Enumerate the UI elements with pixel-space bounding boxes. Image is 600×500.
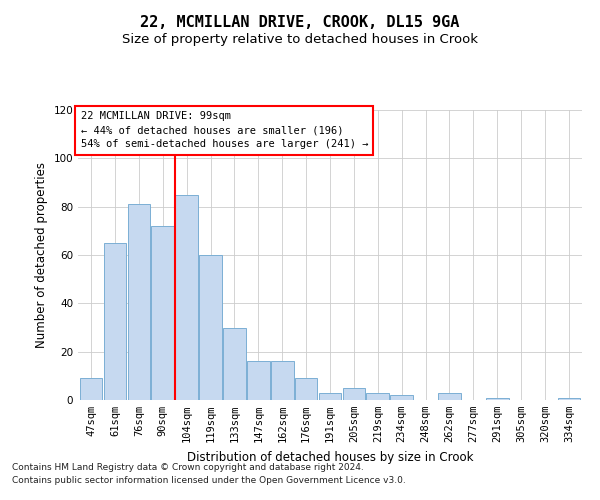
Bar	[367, 393, 389, 400]
Bar	[247, 362, 269, 400]
Text: 22 MCMILLAN DRIVE: 99sqm
← 44% of detached houses are smaller (196)
54% of semi-: 22 MCMILLAN DRIVE: 99sqm ← 44% of detach…	[80, 112, 368, 150]
Bar	[343, 388, 365, 400]
Bar	[151, 226, 174, 400]
Bar	[557, 398, 580, 400]
Bar	[295, 378, 317, 400]
Text: Size of property relative to detached houses in Crook: Size of property relative to detached ho…	[122, 32, 478, 46]
Bar	[128, 204, 150, 400]
Text: Contains public sector information licensed under the Open Government Licence v3: Contains public sector information licen…	[12, 476, 406, 485]
Bar	[175, 194, 198, 400]
Bar	[319, 393, 341, 400]
Bar	[80, 378, 103, 400]
Bar	[438, 393, 461, 400]
Bar	[104, 243, 127, 400]
Y-axis label: Number of detached properties: Number of detached properties	[35, 162, 48, 348]
Bar	[223, 328, 246, 400]
Bar	[391, 395, 413, 400]
Text: Contains HM Land Registry data © Crown copyright and database right 2024.: Contains HM Land Registry data © Crown c…	[12, 464, 364, 472]
Text: 22, MCMILLAN DRIVE, CROOK, DL15 9GA: 22, MCMILLAN DRIVE, CROOK, DL15 9GA	[140, 15, 460, 30]
X-axis label: Distribution of detached houses by size in Crook: Distribution of detached houses by size …	[187, 450, 473, 464]
Bar	[486, 398, 509, 400]
Bar	[199, 255, 222, 400]
Bar	[271, 362, 293, 400]
